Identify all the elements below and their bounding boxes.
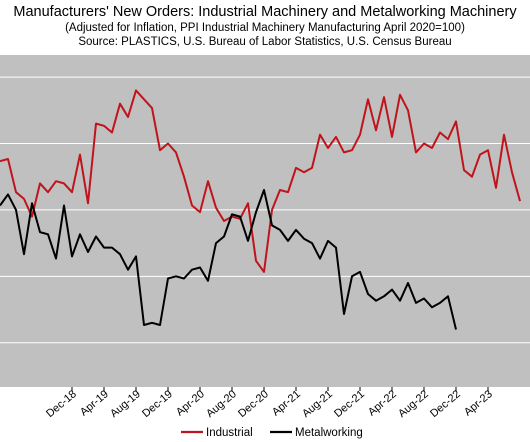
- x-tick-label: Aug-19: [108, 388, 143, 420]
- x-tick-label: Apr-23: [462, 388, 495, 418]
- x-tick-label: Dec-22: [428, 388, 463, 420]
- legend: Industrial Metalworking: [181, 427, 363, 439]
- legend-label-industrial: Industrial: [206, 427, 253, 439]
- x-tick-label: Dec-21: [332, 388, 367, 420]
- x-tick-label: Apr-21: [270, 388, 303, 418]
- chart-subtitle: (Adjusted for Inflation, PPI Industrial …: [65, 22, 465, 34]
- series-line-industrial: [0, 89, 521, 273]
- series-line-metalworking: [0, 189, 457, 330]
- x-tick-label: Aug-22: [396, 388, 431, 420]
- chart-source: Source: PLASTICS, U.S. Bureau of Labor S…: [78, 36, 451, 48]
- x-tick-label: Aug-21: [300, 388, 335, 420]
- x-tick-label: Apr-19: [78, 388, 111, 418]
- x-tick-label: Dec-19: [140, 388, 175, 420]
- x-axis: Dec-18Apr-19Aug-19Dec-19Apr-20Aug-20Dec-…: [44, 387, 495, 420]
- x-tick-label: Aug-20: [204, 388, 239, 420]
- series-layer: [0, 89, 521, 330]
- x-tick-label: Apr-22: [366, 388, 399, 418]
- x-tick-label: Apr-20: [174, 388, 207, 418]
- x-tick-label: Dec-20: [236, 388, 271, 420]
- legend-label-metalworking: Metalworking: [295, 427, 363, 439]
- chart-title: Manufacturers' New Orders: Industrial Ma…: [13, 4, 517, 20]
- gridlines: [0, 76, 530, 344]
- plot-area: [0, 55, 530, 387]
- x-tick-label: Dec-18: [44, 388, 79, 420]
